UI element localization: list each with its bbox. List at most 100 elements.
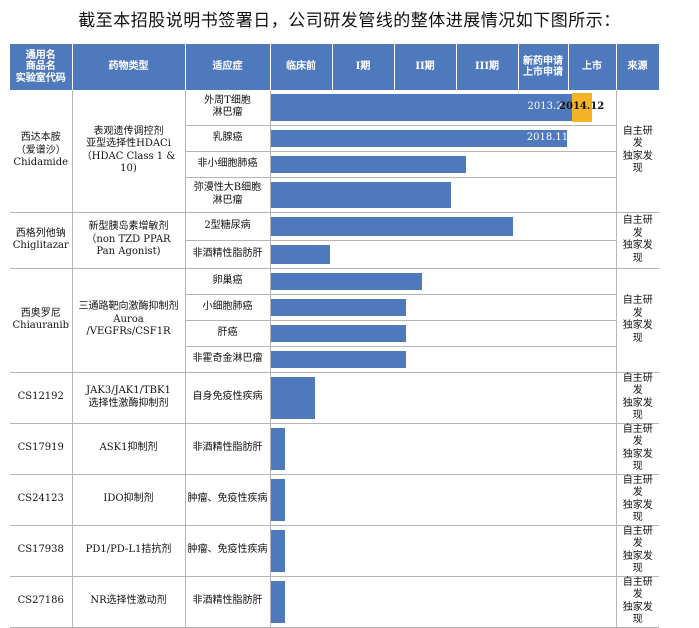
indication-cell: 肿瘤、免疫性疾病 [185,474,271,526]
source-cell: 自主研发 独家发现 [615,372,659,424]
progress-cell: 2013.2 2014.12 [270,90,616,126]
progress-bar [270,529,285,572]
table-row: 非酒精性脂肪肝 [10,240,659,269]
indication-cell: 非酒精性脂肪肝 [185,240,271,269]
indication-cell: 外周T细胞 淋巴瘤 [185,90,271,126]
table-row: 弥漫性大B细胞 淋巴瘤 [10,177,659,213]
source-cell: 自主研发 独家发现 [615,474,659,526]
table-row: 肝癌 [10,320,659,347]
indication-cell: 肝癌 [185,320,271,347]
source-line: 独家发现 [622,448,653,473]
table-row: CS17919 ASK1抑制剂 非酒精性脂肪肝 自主研发 独家发现 [10,423,659,475]
drug-type-cell: 新型胰岛素增敏剂 （non TZD PPAR Pan Agonist) [72,212,186,269]
source-line: 独家发现 [622,397,653,422]
drug-type-line: 新型胰岛素增敏剂 [88,221,169,233]
progress-cell [270,346,616,373]
progress-cell [270,151,616,178]
drug-type-cell: ASK1抑制剂 [72,423,186,475]
indication-label: 卵巢癌 [212,274,243,286]
drug-name-cell: CS24123 [10,474,73,526]
progress-bar [270,129,567,147]
drug-name-line: CS24123 [17,493,64,505]
progress-bar [270,298,407,316]
drug-type-cell: IDO抑制剂 [72,474,186,526]
source-line: 自主研发 [622,423,653,448]
drug-type-line: PD1/PD-L1拮抗剂 [85,544,172,556]
drug-name-cell: 西奥罗尼 Chiauranib [10,268,73,373]
source-cell: 自主研发 独家发现 [615,525,659,577]
drug-type-line: 三通路靶向激酶抑制剂 [78,301,179,313]
market-date-badge: 2014.12 [559,93,604,122]
progress-cell [270,372,616,424]
progress-cell [270,320,616,347]
progress-bar [270,478,285,521]
header-nda: 新药申请 上市申请 [518,44,569,90]
indication-label: 自身免疫性疾病 [192,391,263,403]
indication-label: 2型糖尿病 [204,219,251,231]
progress-bar [270,216,514,236]
pipeline-table: 通用名 商品名 实验室代码 药物类型 适应症 临床前 I期 II期 III期 新… [10,44,660,628]
header-indication: 适应症 [185,44,271,90]
table-row: 非小细胞肺癌 [10,151,659,178]
source-cell: 自主研发 独家发现 [615,576,659,628]
progress-date: 2018.11 [526,131,569,143]
progress-bar [270,244,330,264]
header-nda-line2: 上市申请 [523,67,563,78]
drug-name-line: Chiauranib [12,320,69,331]
progress-cell [270,177,616,213]
table-row: CS27186 NR选择性激动剂 非酒精性脂肪肝 自主研发 独家发现 [10,576,659,628]
indication-label: 弥漫性大B细胞 [193,182,262,193]
indication-label: 非酒精性脂肪肝 [192,442,263,454]
indication-label: 肿瘤、免疫性疾病 [187,493,268,505]
indication-label: 非酒精性脂肪肝 [192,247,263,259]
drug-type-line: Auroa /VEGFRs/CSF1R [86,313,171,338]
source-line: 自主研发 [622,372,653,397]
table-row: CS12192 JAK3/JAK1/TBK1 选择性激酶抑制剂 自身免疫性疾病 自主研发… [10,372,659,424]
progress-bar [270,272,423,290]
source-cell: 自主研发 独家发现 [615,268,659,373]
progress-bar [270,155,467,173]
progress-cell [270,576,616,628]
table-row: 西奥罗尼 Chiauranib 三通路靶向激酶抑制剂 Auroa /VEGFRs/CS… [10,268,659,373]
drug-type-line: 表观遗传调控剂 [93,125,164,137]
drug-name-line: CS27186 [17,595,64,607]
header-type: 药物类型 [72,44,186,90]
progress-cell [270,474,616,526]
progress-cell [270,294,616,321]
drug-name-cell: 西达本胺 （爱谱沙） Chidamide [10,90,73,213]
progress-cell [270,240,616,269]
progress-bar [270,181,452,208]
source-cell: 自主研发 独家发现 [615,423,659,475]
progress-cell [270,525,616,577]
progress-bar [270,580,285,623]
header-phase1: I期 [332,44,395,90]
drug-name-line: CS17919 [17,442,64,454]
source-line: 自主研发 [622,474,653,499]
header-drug: 通用名 商品名 实验室代码 [10,44,73,90]
page-title: 截至本招股说明书签署日，公司研发管线的整体进展情况如下图所示： [78,11,621,31]
source-line: 独家发现 [622,150,653,175]
source-line: 自主研发 [622,525,653,550]
progress-cell: 2018.11 [270,125,616,152]
indication-label: 淋巴瘤 [212,194,243,206]
header-drug-line2: 商品名 [25,61,56,73]
header-market: 上市 [568,44,617,90]
progress-bar [270,350,407,368]
indication-cell: 非小细胞肺癌 [185,151,271,178]
drug-type-line: （non TZD PPAR [86,233,171,245]
drug-name-line: （爱谱沙） [15,144,66,156]
indication-label: 肿瘤、免疫性疾病 [187,544,268,556]
progress-date: 2013.2 [527,101,563,112]
table-row: 西达本胺 （爱谱沙） Chidamide 表观遗传调控剂 亚型选择性HDACi （HDAC… [10,90,659,213]
drug-type-cell: 表观遗传调控剂 亚型选择性HDACi （HDAC Class 1 & 10) [72,90,186,213]
drug-type-cell: NR选择性激动剂 [72,576,186,628]
indication-label: 非酒精性脂肪肝 [192,595,263,607]
header-phase3: III期 [456,44,519,90]
drug-type-line: Pan Agonist) [96,246,161,258]
header-source: 来源 [616,44,660,90]
progress-bar [270,324,407,342]
drug-type-line: IDO抑制剂 [103,493,154,505]
indication-cell: 非酒精性脂肪肝 [185,576,271,628]
table-row: 非霍奇金淋巴瘤 [10,346,659,373]
drug-name-line: CS17938 [17,544,64,556]
